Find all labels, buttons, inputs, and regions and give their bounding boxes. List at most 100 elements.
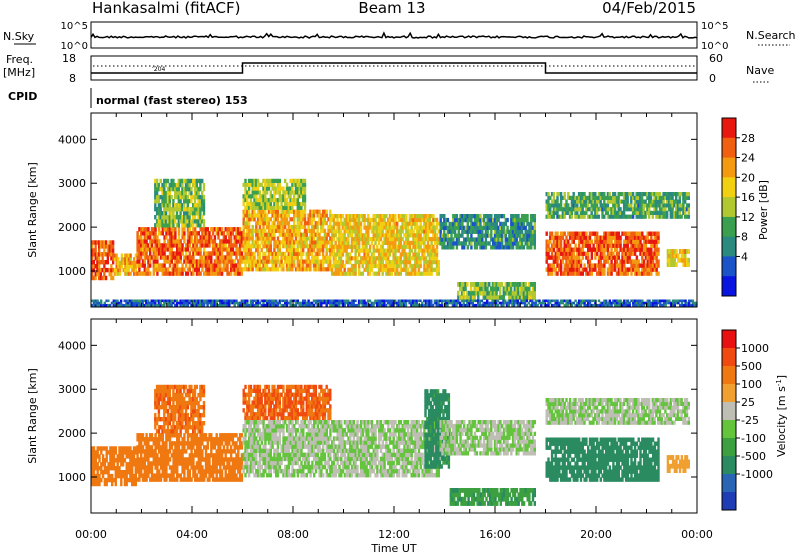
- power-cell: [435, 225, 439, 230]
- power-cell: [329, 251, 332, 256]
- power-cell: [258, 201, 262, 207]
- power-cell: [161, 186, 164, 192]
- power-cell: [642, 271, 646, 276]
- power-cell: [343, 301, 346, 305]
- power-cell: [572, 231, 575, 236]
- power-cell: [372, 244, 375, 249]
- power-cell: [457, 290, 460, 296]
- power-cell: [381, 271, 384, 276]
- noise-left-tick-bottom: 10^0: [61, 41, 88, 52]
- power-cell: [619, 192, 622, 197]
- power-cell: [199, 303, 202, 307]
- power-cell: [605, 259, 608, 264]
- power-cell: [626, 207, 629, 212]
- power-cell: [588, 192, 592, 197]
- power-cell: [255, 259, 258, 264]
- power-region: [136, 227, 244, 276]
- power-cell: [414, 240, 417, 245]
- power-cell: [145, 247, 148, 252]
- power-cell: [302, 248, 305, 253]
- power-cell: [387, 267, 390, 272]
- power-cell: [572, 195, 575, 200]
- power-cell: [251, 299, 254, 303]
- power-cell: [161, 219, 164, 224]
- power-cell: [376, 248, 379, 253]
- power-cell: [262, 263, 265, 268]
- power-cell: [246, 236, 249, 241]
- power-cell: [139, 299, 143, 303]
- power-cell: [403, 240, 406, 245]
- power-cell: [316, 267, 319, 272]
- power-cell: [256, 232, 260, 237]
- power-cell: [352, 303, 355, 307]
- power-cell: [175, 190, 179, 196]
- power-cell: [156, 263, 159, 268]
- power-cell: [592, 207, 595, 212]
- power-cell: [347, 221, 350, 226]
- power-cell: [650, 235, 653, 240]
- power-cell: [495, 241, 498, 246]
- power-cell: [410, 221, 413, 226]
- power-cell: [550, 271, 554, 276]
- power-cell: [256, 236, 260, 241]
- power-cell: [158, 263, 161, 268]
- power-cell: [242, 240, 245, 245]
- power-cell: [621, 199, 624, 204]
- power-cell: [91, 260, 94, 265]
- power-cell: [271, 205, 274, 210]
- power-cell: [119, 264, 122, 269]
- power-cell: [280, 263, 283, 268]
- power-cell: [628, 231, 631, 236]
- power-cell: [430, 271, 433, 276]
- power-cell: [312, 244, 316, 249]
- power-cell: [195, 267, 199, 272]
- power-cell: [648, 199, 651, 204]
- power-cell: [408, 263, 412, 269]
- power-cell: [482, 303, 485, 307]
- power-cell: [624, 231, 628, 236]
- power-cell: [213, 267, 217, 272]
- power-cell: [415, 263, 419, 269]
- power-cell: [247, 190, 251, 195]
- power-cell: [511, 217, 515, 223]
- power-cell: [515, 221, 518, 227]
- power-cell: [140, 243, 143, 248]
- power-cell: [425, 267, 428, 272]
- power-cell: [235, 251, 238, 256]
- power-cell: [642, 243, 646, 248]
- power-cell: [574, 235, 577, 240]
- power-cell: [383, 252, 386, 257]
- power-cell: [211, 267, 215, 272]
- power-cell: [226, 247, 229, 252]
- power-cell: [215, 303, 218, 307]
- power-cell: [394, 271, 397, 276]
- power-cell: [439, 233, 442, 238]
- power-cell: [166, 303, 170, 307]
- power-cell: [403, 252, 406, 257]
- power-cell: [599, 271, 602, 276]
- power-cell: [596, 263, 599, 268]
- power-cell: [197, 223, 200, 228]
- power-cell: [285, 303, 289, 307]
- power-cell: [347, 260, 350, 265]
- power-cell: [269, 236, 272, 241]
- power-cell: [502, 229, 506, 234]
- power-cell: [352, 267, 355, 272]
- power-cell: [650, 255, 653, 260]
- power-cell: [193, 194, 197, 200]
- power-cell: [410, 214, 413, 219]
- power-cell: [280, 303, 283, 307]
- power-cell: [285, 267, 289, 272]
- power-cell: [206, 267, 209, 272]
- power-cell: [630, 267, 633, 272]
- power-cell: [103, 260, 106, 265]
- power-cell: [256, 209, 260, 214]
- power-cell: [285, 221, 289, 226]
- power-cell: [493, 295, 496, 300]
- power-cell: [387, 225, 390, 230]
- power-cell: [365, 263, 368, 269]
- power-cell: [105, 240, 108, 245]
- power-cell: [583, 192, 586, 197]
- power-cell: [293, 190, 296, 195]
- power-cell: [419, 240, 422, 245]
